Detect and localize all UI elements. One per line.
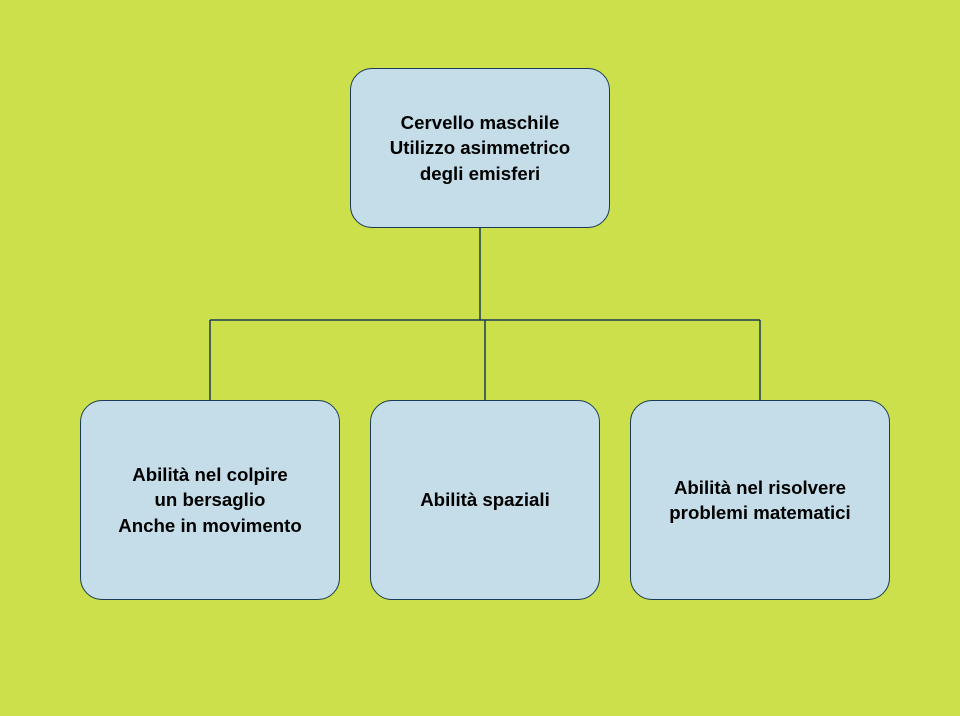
child-0-line-0: Abilità nel colpire: [132, 462, 288, 487]
child-2-line-0: Abilità nel risolvere: [674, 475, 846, 500]
child-1-line-0: Abilità spaziali: [420, 487, 550, 512]
child-node-2: Abilità nel risolvere problemi matematic…: [630, 400, 890, 600]
child-0-line-2: Anche in movimento: [118, 513, 301, 538]
child-0-line-1: un bersaglio: [155, 487, 266, 512]
child-node-0: Abilità nel colpire un bersaglio Anche i…: [80, 400, 340, 600]
diagram-canvas: Cervello maschile Utilizzo asimmetrico d…: [0, 0, 960, 716]
root-node: Cervello maschile Utilizzo asimmetrico d…: [350, 68, 610, 228]
child-node-1: Abilità spaziali: [370, 400, 600, 600]
child-2-line-1: problemi matematici: [669, 500, 850, 525]
root-line-2: degli emisferi: [420, 161, 540, 186]
root-line-1: Utilizzo asimmetrico: [390, 135, 570, 160]
root-line-0: Cervello maschile: [401, 110, 560, 135]
